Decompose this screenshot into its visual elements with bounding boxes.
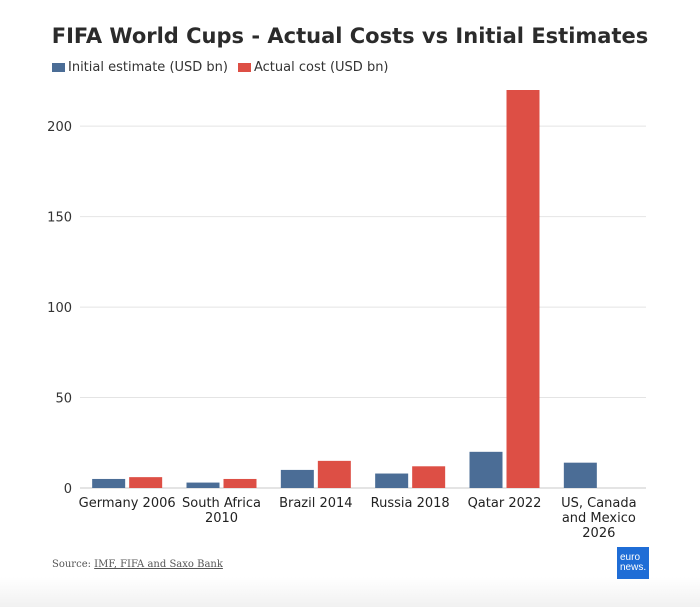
y-tick-label: 200	[47, 120, 72, 135]
x-category-label-line: Germany 2006	[79, 496, 176, 511]
x-category-label-line: 2026	[582, 526, 615, 541]
y-tick-label: 0	[64, 482, 72, 497]
bar-initial-estimate	[469, 451, 503, 488]
bar-actual-cost	[129, 477, 163, 488]
legend: Initial estimate (USD bn) Actual cost (U…	[52, 60, 399, 75]
legend-label-actual-cost: Actual cost (USD bn)	[254, 60, 389, 75]
logo-line-2: news.	[620, 562, 647, 573]
bar-initial-estimate	[375, 473, 409, 488]
x-category-label-line: Qatar 2022	[468, 496, 542, 511]
source-note: Source: IMF, FIFA and Saxo Bank	[52, 559, 223, 570]
y-tick-label: 50	[55, 392, 72, 407]
y-tick-label: 100	[47, 301, 72, 316]
y-tick-label: 150	[47, 211, 72, 226]
x-category-label-line: South Africa	[182, 496, 261, 511]
bar-actual-cost	[317, 460, 351, 488]
x-category-label-line: and Mexico	[562, 511, 636, 526]
legend-label-initial-estimate: Initial estimate (USD bn)	[68, 60, 228, 75]
source-links[interactable]: IMF, FIFA and Saxo Bank	[94, 559, 223, 570]
euronews-logo: euro news.	[617, 547, 649, 579]
legend-swatch-actual-cost	[238, 63, 251, 72]
x-category-label-line: Brazil 2014	[279, 496, 353, 511]
bar-initial-estimate	[280, 469, 314, 488]
bar-actual-cost	[223, 478, 257, 488]
logo-line-1: euro	[620, 552, 641, 563]
legend-item-initial-estimate: Initial estimate (USD bn)	[52, 60, 228, 75]
bar-initial-estimate	[92, 478, 126, 488]
x-category-label: US, Canada and Mexico 2026	[561, 496, 637, 541]
source-prefix: Source:	[52, 559, 95, 570]
x-category-label: Brazil 2014	[279, 496, 353, 511]
legend-item-actual-cost: Actual cost (USD bn)	[238, 60, 389, 75]
bar-initial-estimate	[563, 462, 597, 488]
x-category-label-line: Russia 2018	[371, 496, 450, 511]
bar-initial-estimate	[186, 482, 220, 488]
bar-actual-cost	[412, 466, 446, 488]
x-category-label-line: 2010	[205, 511, 238, 526]
x-category-label: Germany 2006	[79, 496, 176, 511]
page-bottom-fade	[0, 577, 700, 607]
x-category-label: Russia 2018	[371, 496, 450, 511]
bar-actual-cost	[506, 90, 540, 488]
x-category-label: South Africa 2010	[182, 496, 261, 526]
x-category-label: Qatar 2022	[468, 496, 542, 511]
legend-swatch-initial-estimate	[52, 63, 65, 72]
chart-title: FIFA World Cups - Actual Costs vs Initia…	[51, 24, 649, 48]
x-category-label-line: US, Canada	[561, 496, 637, 511]
